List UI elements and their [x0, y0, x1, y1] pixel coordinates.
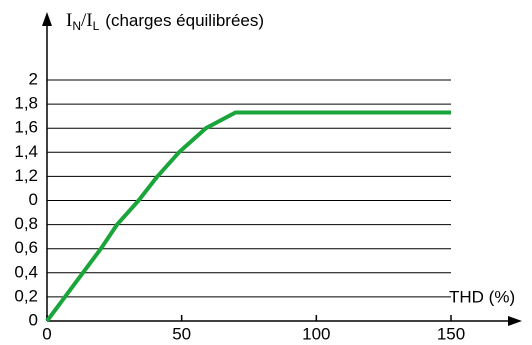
label-sub: L [93, 19, 100, 33]
y-tick-label: 2 [29, 69, 38, 88]
y-arrow [42, 12, 52, 26]
y-tick-label: 0 [29, 190, 38, 209]
y-tick-label: 1,4 [14, 142, 38, 161]
y-tick-label: 0 [29, 310, 38, 329]
data-line [45, 110, 451, 323]
label-part: /I [81, 10, 93, 31]
y-tick-label: 1,2 [14, 166, 38, 185]
y-axis-label: IN/IL (charges équilibrées) [66, 10, 264, 33]
y-tick-label: 0,4 [14, 262, 38, 281]
x-tick-label: 100 [302, 324, 330, 343]
y-tick-label: 0,2 [14, 286, 38, 305]
label-part: I [66, 10, 72, 31]
label-part: (charges équilibrées) [105, 11, 264, 30]
x-axis-label: THD (%) [449, 287, 515, 306]
x-tick-label: 150 [437, 324, 465, 343]
x-arrow [508, 316, 522, 326]
y-tick-label: 0,8 [14, 214, 38, 233]
x-tick-label: 50 [172, 324, 191, 343]
x-tick-label: 0 [42, 324, 51, 343]
y-tick-label: 1,6 [14, 118, 38, 137]
y-tick-label: 0,6 [14, 238, 38, 257]
y-tick-label: 1,8 [14, 94, 38, 113]
label-sub: N [72, 19, 81, 33]
